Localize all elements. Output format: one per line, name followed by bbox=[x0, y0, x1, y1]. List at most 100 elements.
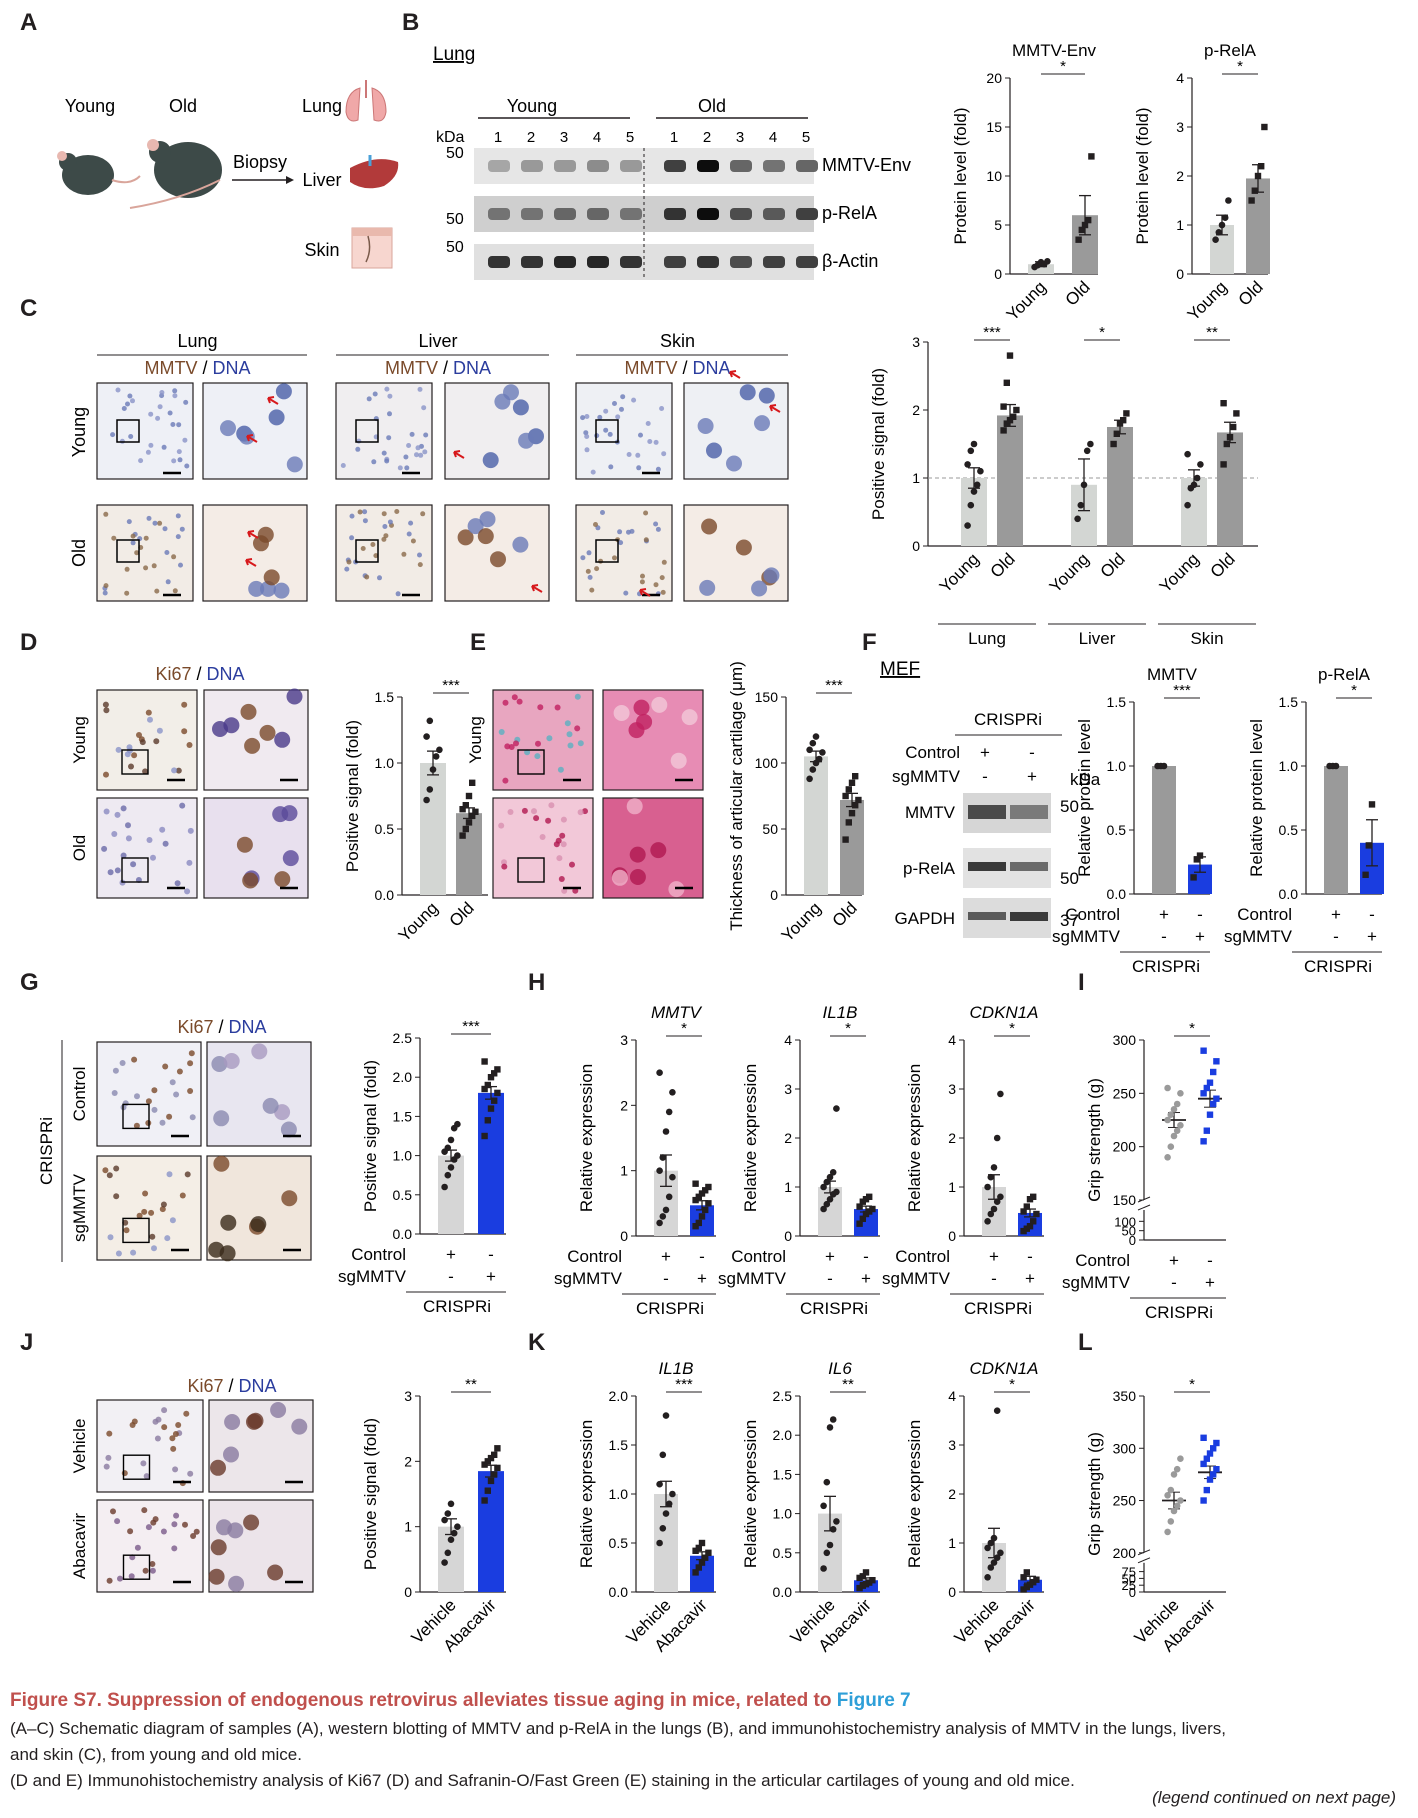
y-tick-label: 50 bbox=[1122, 1224, 1136, 1239]
bar bbox=[997, 415, 1023, 546]
cell-nucleus bbox=[106, 1430, 113, 1437]
panel-letter-e: E bbox=[470, 629, 486, 656]
cell-nucleus bbox=[152, 520, 158, 526]
data-point bbox=[1075, 236, 1082, 243]
cell-nucleus bbox=[735, 539, 752, 556]
cell-nucleus bbox=[112, 1067, 119, 1074]
chart-title: CDKN1A bbox=[970, 1359, 1039, 1378]
cell-nucleus bbox=[587, 574, 593, 580]
data-point bbox=[1000, 427, 1007, 434]
y-axis-label: Relative expression bbox=[741, 1064, 760, 1212]
cell-nucleus bbox=[344, 566, 350, 572]
data-point bbox=[1167, 1111, 1175, 1118]
x-category-label: Young bbox=[1156, 549, 1203, 596]
cell-nucleus bbox=[531, 808, 537, 815]
y-tick-label: 1.5 bbox=[1279, 694, 1299, 710]
micrograph-young bbox=[335, 382, 433, 480]
cell-nucleus bbox=[162, 526, 168, 532]
chart-title: MMTV-Env bbox=[1012, 41, 1097, 60]
data-point bbox=[1170, 1507, 1178, 1515]
legend-figure-link[interactable]: Figure 7 bbox=[836, 1690, 911, 1711]
group-label-crispri: CRISPRi bbox=[1132, 957, 1200, 976]
cell-nucleus bbox=[597, 414, 603, 420]
cell-nucleus bbox=[349, 535, 355, 541]
micrograph-overview bbox=[492, 689, 594, 791]
y-tick-label: 1 bbox=[404, 1519, 412, 1535]
data-point bbox=[855, 796, 862, 804]
stain-label: DNA bbox=[229, 1017, 267, 1037]
cell-nucleus bbox=[131, 752, 138, 759]
cell-nucleus bbox=[172, 388, 178, 394]
cell-nucleus bbox=[223, 1053, 240, 1069]
stain-legend: Ki67 / DNA bbox=[155, 664, 244, 684]
y-tick-label: 1.0 bbox=[393, 1148, 413, 1164]
cell-nucleus bbox=[661, 559, 667, 565]
cell-nucleus bbox=[162, 1063, 169, 1070]
cell-nucleus bbox=[560, 816, 567, 823]
sign-mark: + bbox=[825, 1247, 835, 1266]
data-point bbox=[1177, 1122, 1184, 1129]
data-point bbox=[1210, 1445, 1217, 1452]
cell-nucleus bbox=[758, 387, 775, 404]
data-point bbox=[1200, 1497, 1207, 1504]
y-tick-label: 0.0 bbox=[609, 1584, 629, 1600]
sign-mark: - bbox=[1171, 1273, 1177, 1292]
y-axis-label: Thickness of articular cartilage (μm) bbox=[727, 661, 746, 931]
chart-e: 0 50 100 150 Thickness of articular cartilag… bbox=[727, 661, 864, 945]
y-tick-label: 250 bbox=[1113, 1493, 1137, 1509]
cell-nucleus bbox=[554, 704, 561, 711]
sign-row-label: sgMMTV bbox=[718, 1269, 787, 1288]
data-point bbox=[993, 1554, 1001, 1561]
old-mouse-label: Old bbox=[169, 96, 197, 116]
cell-nucleus bbox=[751, 580, 768, 597]
cell-nucleus bbox=[645, 421, 651, 426]
cell-nucleus bbox=[115, 387, 121, 393]
cell-nucleus bbox=[186, 742, 193, 748]
data-point bbox=[487, 1105, 495, 1112]
cell-nucleus bbox=[107, 869, 114, 876]
data-point bbox=[820, 1565, 827, 1572]
y-tick-label: 2.0 bbox=[393, 1069, 413, 1085]
cell-nucleus bbox=[282, 850, 299, 867]
significance-label: * bbox=[1189, 1020, 1195, 1037]
data-point bbox=[820, 1183, 827, 1191]
data-point bbox=[1083, 447, 1091, 455]
y-tick-label: 50 bbox=[1122, 1571, 1136, 1586]
data-point bbox=[444, 1171, 452, 1179]
data-point bbox=[462, 802, 469, 809]
panel-letter-f: F bbox=[862, 629, 877, 656]
legend-title: Figure S7. Suppression of endogenous ret… bbox=[10, 1690, 1410, 1712]
row-label: Young bbox=[70, 716, 89, 764]
data-point bbox=[481, 1058, 488, 1065]
data-point bbox=[970, 488, 978, 495]
cell-nucleus bbox=[387, 393, 393, 399]
cell-nucleus bbox=[259, 724, 276, 741]
cell-nucleus bbox=[566, 731, 573, 738]
blot-band bbox=[796, 256, 818, 268]
data-point bbox=[823, 1178, 831, 1186]
cell-nucleus bbox=[176, 449, 182, 455]
data-point bbox=[656, 1539, 663, 1547]
cell-nucleus bbox=[620, 394, 626, 400]
cell-nucleus bbox=[160, 1201, 167, 1208]
data-point bbox=[665, 1500, 673, 1508]
y-tick-label: 0 bbox=[912, 538, 920, 554]
y-tick-label: 0.5 bbox=[1279, 822, 1299, 838]
bar bbox=[420, 763, 446, 895]
data-point bbox=[1184, 501, 1191, 509]
cell-nucleus bbox=[171, 1545, 178, 1552]
y-tick-label: 1 bbox=[784, 1179, 792, 1195]
red-arrow-icon bbox=[639, 588, 651, 597]
organ-lung-label: Lung bbox=[302, 96, 342, 116]
cell-nucleus bbox=[387, 519, 393, 525]
cell-nucleus bbox=[115, 1250, 122, 1257]
cell-nucleus bbox=[106, 1577, 113, 1584]
lung-icon bbox=[345, 80, 387, 122]
zoom-box bbox=[355, 419, 379, 443]
data-point bbox=[993, 1134, 1001, 1142]
cell-nucleus bbox=[638, 432, 643, 438]
data-point bbox=[659, 1451, 667, 1459]
cell-nucleus bbox=[655, 466, 661, 472]
data-point bbox=[852, 802, 859, 809]
cell-nucleus bbox=[650, 842, 667, 859]
